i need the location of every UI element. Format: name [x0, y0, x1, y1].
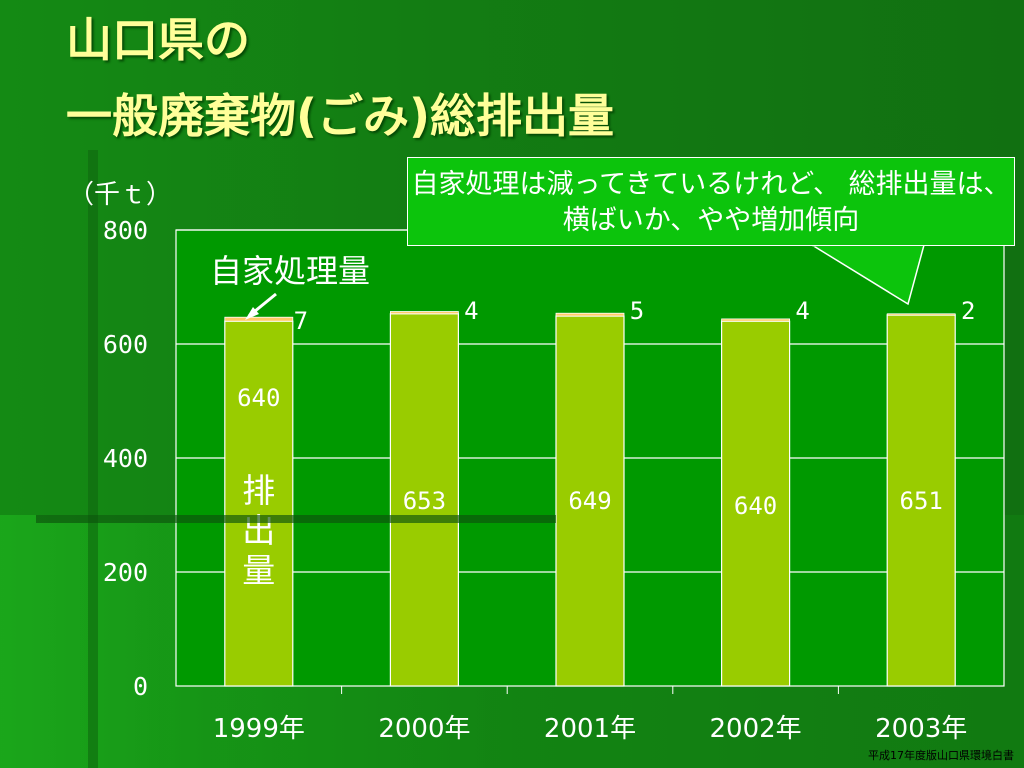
series-label-main-char: 排	[242, 471, 275, 510]
data-label-self-disposal: 4	[464, 297, 478, 325]
decorative-horizontal-bar	[36, 515, 556, 523]
callout-text: 自家処理は減ってきているけれど、 総排出量は、横ばいか、やや増加傾向	[411, 169, 1011, 236]
data-label-main: 640	[237, 384, 280, 412]
data-label-self-disposal: 7	[294, 307, 308, 335]
data-label-main: 653	[403, 487, 446, 515]
y-tick-label: 400	[103, 444, 148, 473]
x-tick-label: 2003年	[875, 714, 967, 744]
y-axis-unit-label: （千ｔ）	[68, 180, 173, 210]
bar-self-disposal	[555, 312, 625, 317]
source-citation: 平成17年度版山口県環境白書	[868, 749, 1014, 762]
data-label-main: 651	[900, 487, 943, 515]
slide-title-line2: 一般廃棄物(ごみ)総排出量	[66, 89, 615, 143]
y-tick-label: 200	[103, 558, 148, 587]
slide-title-line1: 山口県の	[66, 13, 250, 67]
bar-main	[720, 320, 791, 687]
series-label-self-disposal: 自家処理量	[210, 252, 370, 290]
bar-main	[555, 315, 625, 687]
y-tick-label: 0	[133, 672, 148, 701]
data-label-main: 640	[734, 492, 777, 520]
bar-self-disposal	[224, 316, 294, 322]
data-label-self-disposal: 4	[795, 297, 809, 325]
y-tick-label: 800	[103, 216, 148, 245]
data-label-main: 649	[568, 487, 611, 515]
x-tick-label: 2002年	[710, 714, 802, 744]
callout-box: 自家処理は減ってきているけれど、 総排出量は、横ばいか、やや増加傾向	[407, 157, 1015, 246]
decorative-vertical-bar	[88, 150, 98, 768]
series-label-main-char: 量	[242, 551, 275, 590]
bar-self-disposal	[721, 318, 790, 322]
bar-main	[886, 314, 956, 687]
bar-self-disposal	[389, 311, 459, 315]
bar-self-disposal	[886, 313, 956, 316]
bar-main	[389, 313, 459, 687]
x-tick-label: 2001年	[544, 714, 636, 744]
y-tick-label: 600	[103, 330, 148, 359]
annotation-arrow-head	[245, 307, 259, 320]
x-tick-label: 2000年	[378, 714, 470, 744]
data-label-self-disposal: 2	[961, 297, 975, 325]
data-label-self-disposal: 5	[630, 297, 644, 325]
x-tick-label: 1999年	[213, 714, 305, 744]
